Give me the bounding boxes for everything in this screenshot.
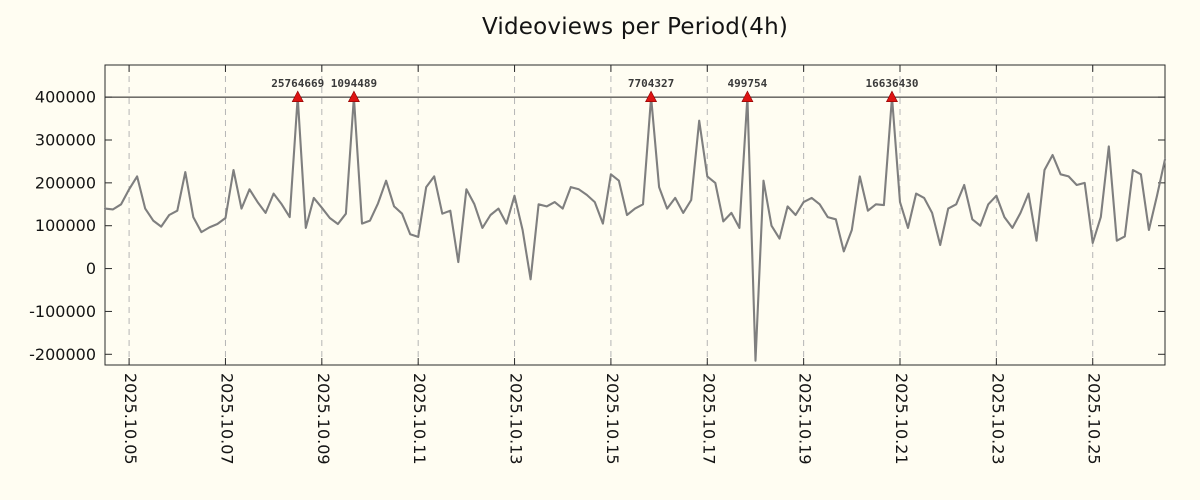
x-tick-label: 2025.10.09 [314, 373, 333, 465]
peak-value-label: 1094489 [331, 77, 377, 90]
peak-marker [645, 90, 658, 102]
series-line [103, 96, 1167, 362]
plot-border [104, 64, 1166, 366]
x-tick-label: 2025.10.11 [410, 373, 429, 465]
x-tick-label: 2025.10.19 [796, 373, 815, 465]
x-tick-label: 2025.10.05 [121, 373, 140, 465]
y-tick-label: 0 [86, 259, 96, 278]
x-tick-label: 2025.10.21 [892, 373, 911, 465]
peak-marker [291, 90, 304, 102]
peak-marker [741, 90, 754, 102]
x-tick-label: 2025.10.23 [988, 373, 1007, 465]
x-tick-label: 2025.10.17 [699, 373, 718, 465]
x-tick-label: 2025.10.13 [507, 373, 526, 465]
peak-value-label: 16636430 [865, 77, 918, 90]
x-tick-label: 2025.10.25 [1085, 373, 1104, 465]
chart-title: Videoviews per Period(4h) [481, 14, 789, 40]
y-tick-label: -100000 [29, 302, 96, 321]
y-tick-label: 400000 [35, 88, 96, 107]
y-tick-label: -200000 [29, 345, 96, 364]
peak-value-label: 499754 [728, 77, 768, 90]
peak-marker [347, 90, 360, 102]
peak-value-label: 25764669 [271, 77, 324, 90]
x-tick-label: 2025.10.15 [603, 373, 622, 465]
peak-marker [885, 90, 898, 102]
y-tick-label: 300000 [35, 131, 96, 150]
x-tick-label: 2025.10.07 [217, 373, 236, 465]
peak-value-label: 7704327 [628, 77, 674, 90]
y-tick-label: 100000 [35, 216, 96, 235]
y-tick-label: 200000 [35, 173, 96, 192]
